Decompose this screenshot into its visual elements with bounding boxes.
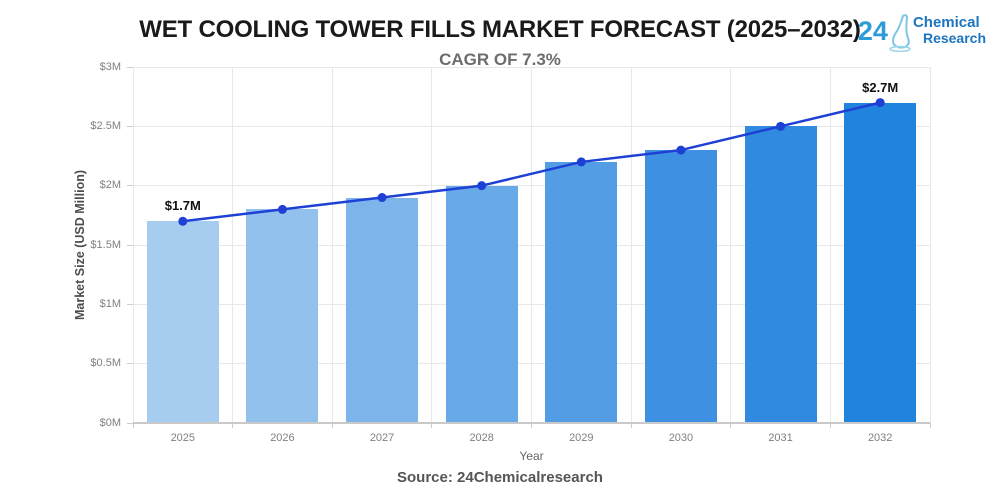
x-tick-label: 2031: [768, 432, 793, 444]
logo-number: 24: [857, 16, 888, 46]
y-tick-label: $1.5M: [90, 238, 121, 251]
bar-2028: [445, 185, 518, 422]
vertical-gridline: [630, 67, 632, 423]
x-tick-label: 2026: [270, 432, 295, 444]
x-tick-mark: [730, 423, 732, 428]
brand-logo: 24 Chemical Research: [858, 12, 986, 57]
x-tick-label: 2030: [668, 432, 694, 444]
x-tick-mark: [331, 423, 333, 428]
bar-2029: [545, 161, 618, 422]
y-tick-label: $2.5M: [90, 119, 121, 132]
y-tick-label: $0.5M: [90, 357, 121, 370]
bar-2027: [346, 197, 419, 422]
x-tick-label: 2027: [369, 432, 395, 444]
x-tick-label: 2032: [867, 432, 893, 444]
data-point-marker: [576, 157, 586, 167]
y-tick-label: $2M: [99, 179, 121, 192]
data-point-marker: [477, 181, 487, 191]
x-axis-title: Year: [519, 449, 544, 463]
plot-area: $0M $0.5M $1M $1.5M $2M $2.5M $3M 2025 $1.7M 2026…: [90, 61, 931, 444]
y-tick-mark: [127, 185, 133, 187]
source-note: Source: 24Chemicalresearch: [397, 469, 603, 486]
bar-2032: [844, 102, 917, 422]
bar-2030: [644, 150, 717, 422]
y-tick-mark: [127, 244, 133, 246]
x-tick-label: 2029: [569, 432, 594, 444]
bar-2026: [246, 209, 319, 422]
x-tick-mark: [630, 423, 632, 428]
logo-text-line2: Research: [922, 30, 986, 46]
x-tick-label: 2025: [170, 432, 196, 444]
data-point-label: $2.7M: [862, 79, 899, 95]
vertical-gridline: [232, 67, 234, 423]
x-axis-line: [133, 422, 930, 424]
x-tick-mark: [531, 423, 532, 428]
logo-text: Chemical Research: [913, 15, 986, 46]
vertical-gridline: [829, 67, 831, 423]
vertical-gridline: [730, 67, 732, 423]
y-tick-label: $1M: [99, 297, 121, 310]
x-tick-mark: [431, 423, 433, 428]
chart-title: WET COOLING TOWER FILLS MARKET FORECAST …: [139, 16, 861, 43]
vertical-gridline: [531, 67, 532, 423]
y-tick-mark: [127, 303, 133, 305]
y-tick-mark: [127, 125, 133, 127]
y-tick-mark: [127, 363, 133, 365]
x-tick-mark: [132, 423, 134, 428]
data-point-marker: [178, 216, 188, 226]
logo-text-line1: Chemical: [912, 14, 980, 31]
data-point-marker: [875, 98, 885, 108]
y-tick-mark: [127, 422, 133, 424]
x-tick-mark: [929, 423, 931, 428]
data-point-marker: [776, 121, 786, 131]
y-tick-label: $3M: [99, 60, 121, 73]
trend-line: [182, 101, 881, 223]
vertical-gridline: [929, 67, 931, 423]
data-point-label: $1.7M: [164, 198, 201, 214]
data-point-marker: [676, 145, 686, 155]
flask-icon: [886, 12, 916, 57]
vertical-gridline: [431, 67, 433, 423]
vertical-gridline: [331, 67, 333, 423]
x-tick-mark: [232, 423, 234, 428]
x-tick-label: 2028: [469, 432, 494, 444]
y-tick-mark: [127, 66, 133, 68]
y-tick-label: $0M: [99, 416, 121, 429]
trend-line-layer: [178, 98, 885, 226]
bar-2025: [146, 221, 219, 422]
bar-2031: [744, 126, 817, 422]
data-point-marker: [277, 204, 287, 214]
data-point-marker: [377, 193, 387, 203]
chart-subtitle: CAGR OF 7.3%: [439, 50, 561, 69]
vertical-gridline: [132, 67, 134, 423]
x-tick-mark: [829, 423, 831, 428]
